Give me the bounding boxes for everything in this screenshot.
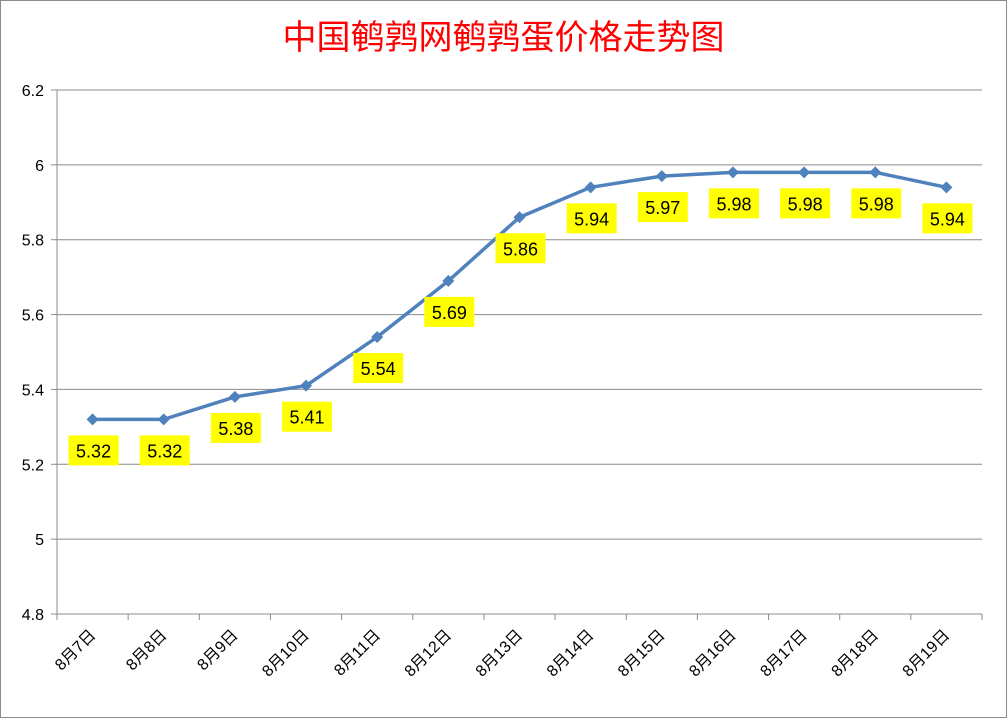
y-tick-label: 5 <box>35 532 44 549</box>
data-point <box>157 413 170 426</box>
data-label-text: 5.97 <box>645 198 680 218</box>
x-tick-label: 8月13日 <box>473 627 527 681</box>
data-label: 5.38 <box>210 412 261 443</box>
data-label-box <box>566 203 617 234</box>
data-label-text: 5.98 <box>716 194 751 214</box>
x-tick-label: 8月8日 <box>123 627 170 674</box>
data-label-box <box>139 435 190 466</box>
y-tick-label: 4.8 <box>22 607 44 624</box>
data-label: 5.41 <box>282 401 333 432</box>
data-label-text: 5.54 <box>361 359 396 379</box>
data-label: 5.69 <box>424 296 475 327</box>
data-label-box <box>353 353 404 384</box>
data-label: 5.94 <box>566 203 617 234</box>
data-point <box>86 413 99 426</box>
data-label-box <box>851 188 902 219</box>
x-tick-label: 8月19日 <box>900 627 954 681</box>
data-label-text: 5.32 <box>147 441 182 461</box>
y-tick-label: 5.6 <box>22 308 44 325</box>
data-label: 5.98 <box>851 188 902 219</box>
data-label-box <box>637 192 688 223</box>
data-label: 5.97 <box>637 192 688 223</box>
data-label-box <box>210 412 261 443</box>
data-label-box <box>922 203 973 234</box>
data-label-text: 5.69 <box>432 303 467 323</box>
data-point <box>940 181 953 194</box>
data-point <box>655 170 668 183</box>
data-label-text: 5.94 <box>574 209 609 229</box>
data-label-box <box>708 188 759 219</box>
data-point <box>442 274 455 287</box>
x-tick-label: 8月10日 <box>259 627 313 681</box>
chart-title: 中国鹌鹑网鹌鹑蛋价格走势图 <box>282 18 725 58</box>
y-tick-label: 6.2 <box>22 83 44 100</box>
y-tick-label: 5.2 <box>22 457 44 474</box>
x-tick-label: 8月9日 <box>194 627 241 674</box>
data-label: 5.54 <box>353 353 404 384</box>
data-label-box <box>282 401 333 432</box>
data-label-text: 5.38 <box>218 419 253 439</box>
data-label-text: 5.86 <box>503 239 538 259</box>
data-label-text: 5.94 <box>930 209 965 229</box>
data-label-text: 5.98 <box>788 194 823 214</box>
data-point <box>584 181 597 194</box>
data-label-text: 5.32 <box>76 441 111 461</box>
data-label: 5.32 <box>68 435 119 466</box>
data-label-box <box>68 435 119 466</box>
data-label-box <box>780 188 831 219</box>
x-tick-label: 8月15日 <box>615 627 669 681</box>
data-point <box>300 379 313 392</box>
x-tick-label: 8月14日 <box>544 627 598 681</box>
x-tick-label: 8月17日 <box>757 627 811 681</box>
x-tick-label: 8月7日 <box>52 627 99 674</box>
x-tick-label: 8月18日 <box>829 627 883 681</box>
data-label: 5.98 <box>780 188 831 219</box>
data-label-box <box>424 296 475 327</box>
data-point <box>798 166 811 179</box>
data-point <box>371 331 384 344</box>
x-tick-label: 8月12日 <box>402 627 456 681</box>
data-point <box>228 390 241 403</box>
data-point <box>869 166 882 179</box>
data-label-text: 5.98 <box>859 194 894 214</box>
data-label: 5.94 <box>922 203 973 234</box>
x-tick-label: 8月16日 <box>686 627 740 681</box>
y-tick-label: 5.4 <box>22 382 44 399</box>
y-tick-label: 6 <box>35 158 44 175</box>
data-label-text: 5.41 <box>290 408 325 428</box>
data-label: 5.86 <box>495 233 546 264</box>
data-point <box>726 166 739 179</box>
x-tick-label: 8月11日 <box>331 627 384 680</box>
data-point <box>513 211 526 224</box>
data-label-box <box>495 233 546 264</box>
data-label: 5.32 <box>139 435 190 466</box>
data-label: 5.98 <box>708 188 759 219</box>
y-tick-label: 5.8 <box>22 233 44 250</box>
